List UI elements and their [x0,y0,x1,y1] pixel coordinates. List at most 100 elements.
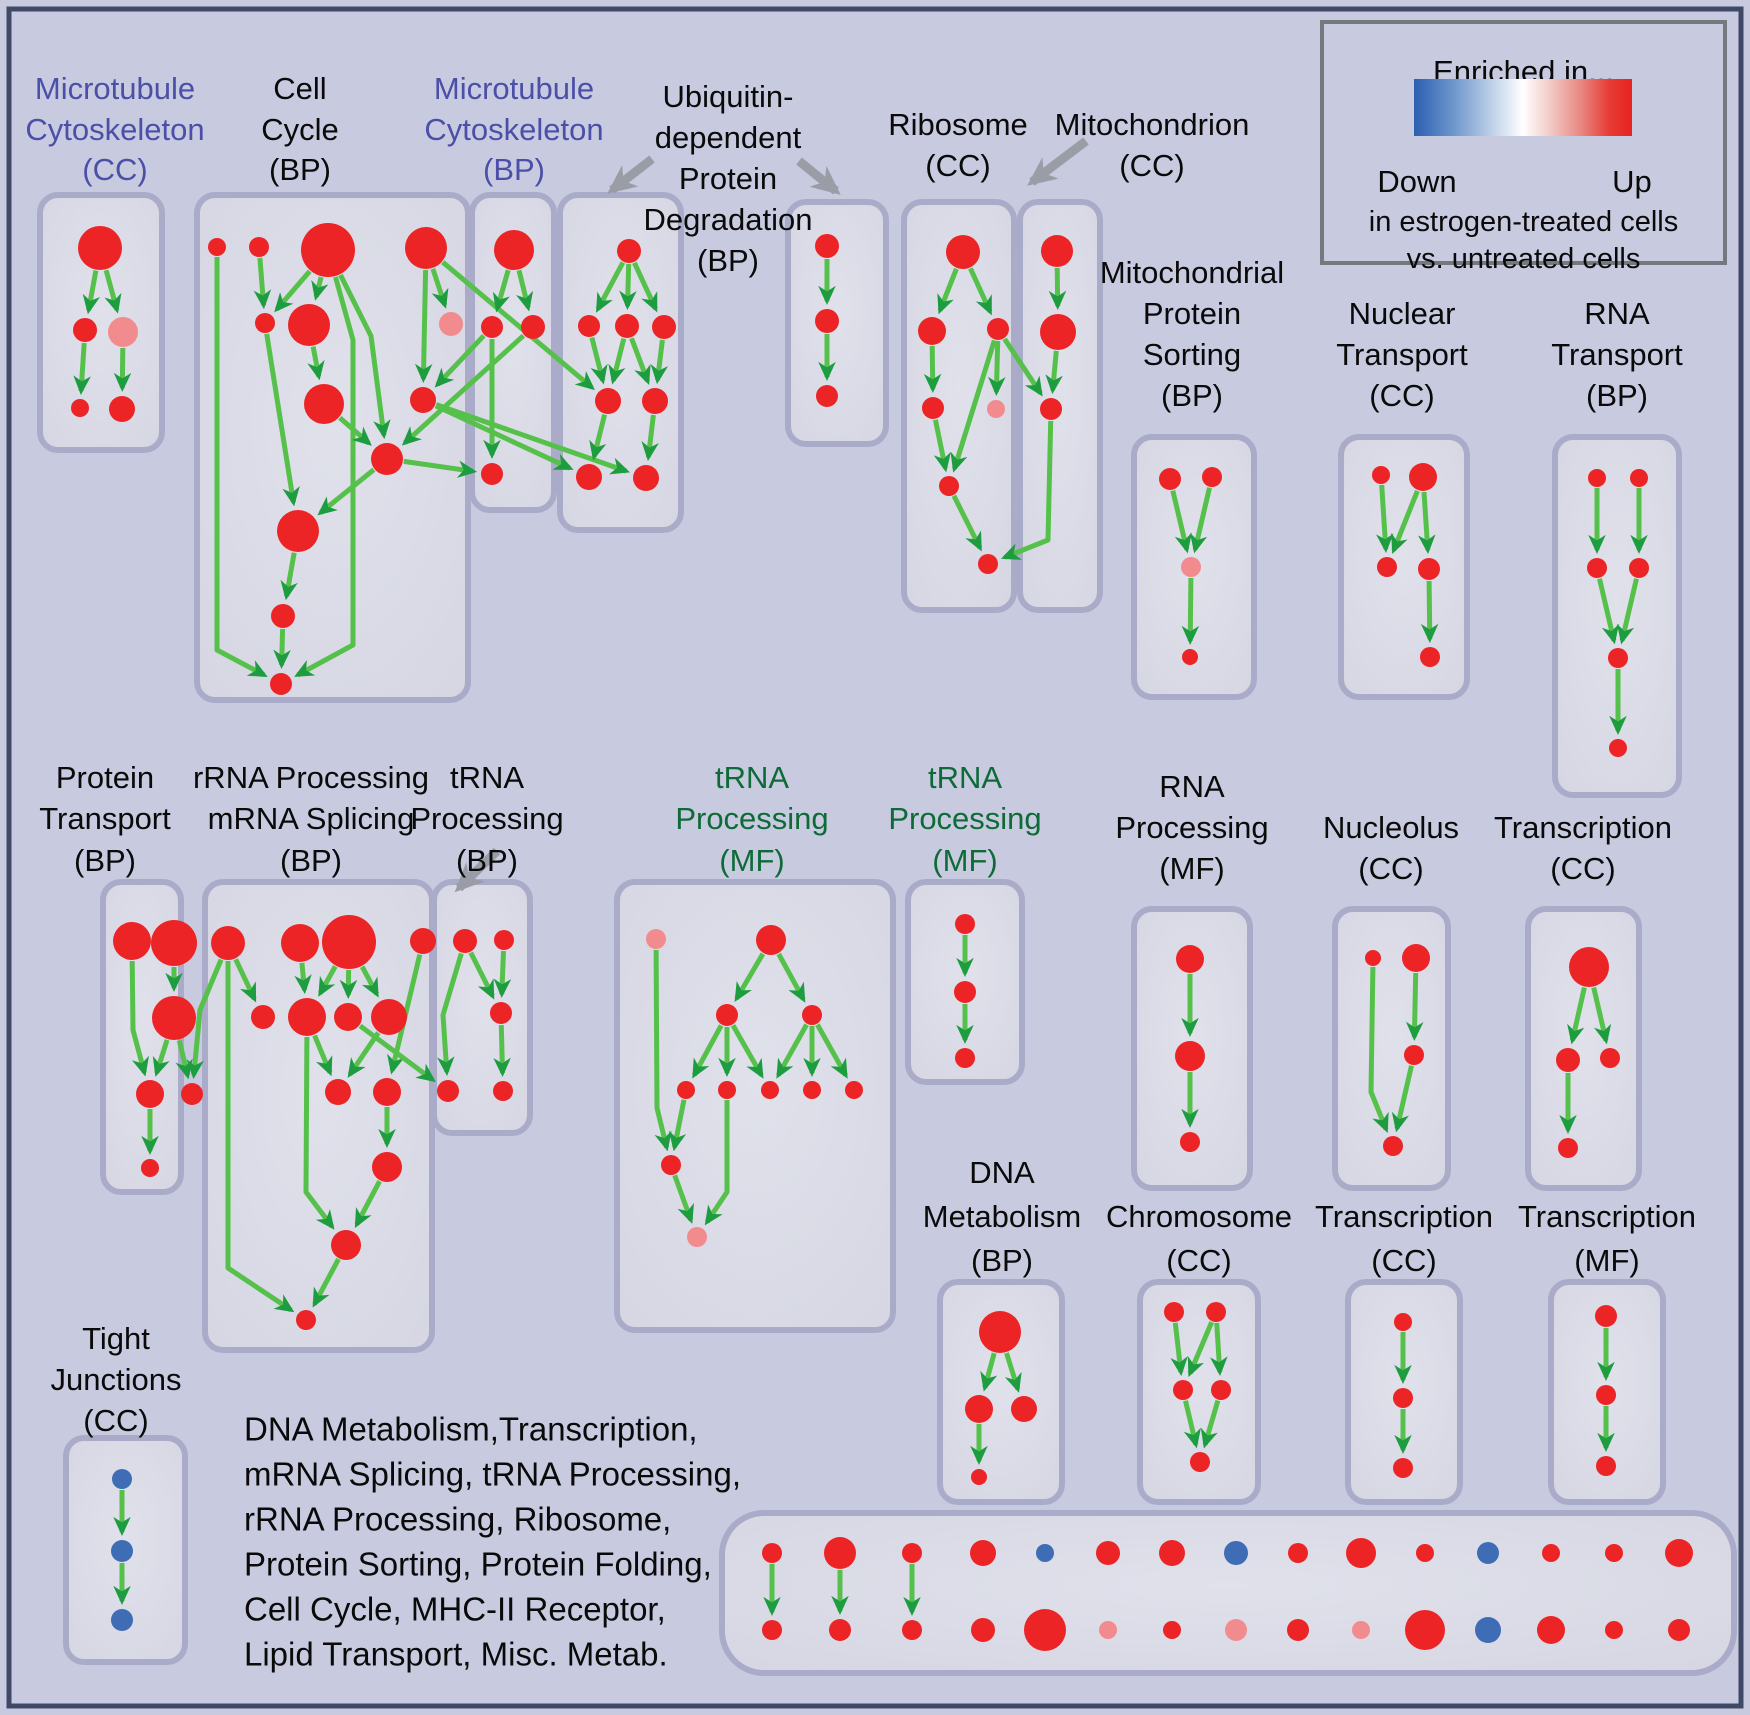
transcription-mf-node-z2 [1596,1385,1616,1405]
edge [73,342,91,395]
edge [312,1257,341,1308]
rrna-mrna-node-s11 [372,1152,402,1182]
cluster-label-microtubule-cytoskeleton-cc: Microtubule Cytoskeleton (CC) [25,71,204,187]
ribosome-node-r3 [987,318,1009,340]
cluster-box-microtubule-cytoskeleton-cc [37,192,165,453]
cluster-label-line: Ribosome [888,107,1028,142]
edge [704,1100,730,1226]
ribosome-node-r5 [987,400,1005,418]
cell-cycle-node-c6 [288,304,330,346]
cluster-label-line: Metabolism [923,1199,1082,1234]
cluster-label-line: (MF) [1159,851,1224,886]
cell-cycle-node-c10 [277,510,319,552]
cell-cycle-node-c1 [208,238,226,256]
cluster-label-line: tRNA [715,760,789,795]
cluster-label-line: dependent [655,120,802,155]
edge [923,345,942,393]
cluster-label-line: Nuclear [1349,296,1456,331]
cell-cycle-node-c8 [304,384,344,424]
protein-transport-node-q6 [141,1159,159,1177]
edge [1368,966,1389,1134]
edge [776,952,806,1003]
transcription-cc-lower-node-y1 [1394,1313,1412,1331]
cluster-label-trna-bp: tRNA Processing (BP) [410,760,563,878]
edge [1567,986,1587,1045]
cluster-label-line: Transcription [1494,810,1672,845]
edge [1181,577,1200,645]
legend-gradient-bar [1414,79,1632,136]
ubiquitin-1-node-u7 [576,464,602,490]
edge [403,458,478,478]
dna-metabolism-node-d1 [979,1311,1021,1353]
mixed-panel-node-t4 [970,1540,996,1566]
dna-metabolism-node-d2 [965,1395,993,1423]
microtubule-cytoskeleton-cc-node-c [108,317,138,347]
edge [274,269,312,313]
trna-mf-large-node-g8 [803,1081,821,1099]
edge [1170,490,1192,554]
ubiquitin-1-node-u5 [595,388,621,414]
edge [358,1023,436,1083]
nucleolus-node-l1 [1365,950,1381,966]
rrna-mrna-node-s7 [334,1003,362,1031]
cluster-label-line: tRNA [928,760,1002,795]
mixed-panel-node-t2 [824,1537,856,1569]
mixed-panel-node-t9 [1288,1543,1308,1563]
cluster-label-transcription-cc-lower: Transcription (CC) [1315,1199,1493,1278]
edge [641,414,659,462]
cluster-label-line: Transport [1551,337,1683,372]
rrna-mrna-node-s13 [296,1310,316,1330]
tight-junctions-node-j3 [111,1609,133,1631]
protein-transport-node-q3 [152,996,196,1040]
cluster-label-line: Mitochondrion [1055,107,1250,142]
cluster-label-line: RNA [1159,769,1225,804]
edge [492,269,511,313]
cluster-label-line: (BP) [1161,378,1223,413]
trna-bp-node-b5 [493,1081,513,1101]
cell-cycle-node-c9 [371,443,403,475]
cluster-label-line: Junctions [51,1362,182,1397]
trna-mf-small-node-h1 [955,914,975,934]
nuclear-transport-node-nt2 [1409,463,1437,491]
cluster-label-line: (CC) [1119,148,1184,183]
microtubule-cytoskeleton-cc-node-b [73,318,97,342]
cluster-label-line: Sorting [1143,337,1241,372]
cluster-label-line: (BP) [971,1243,1033,1278]
edge [951,494,983,552]
cluster-label-cell-cycle: Cell Cycle (BP) [261,71,339,187]
mixed-panel-node-t5 [1036,1544,1054,1562]
cluster-label-line: (BP) [269,152,331,187]
rna-processing-node-k2 [1175,1041,1205,1071]
edge [311,276,329,301]
rrna-mrna-node-s12 [331,1230,361,1260]
edge [312,1034,333,1077]
edge [264,333,300,507]
edge [1183,1400,1201,1449]
mixed-panel-node-b1 [762,1620,782,1640]
edge [730,1024,764,1079]
edge [430,268,449,309]
edge [734,952,766,1003]
mixed-panel-node-b12 [1475,1617,1501,1643]
edge [441,260,595,391]
edge [1187,1321,1215,1378]
mixed-panel-node-b11 [1405,1610,1445,1650]
rrna-mrna-node-s10 [373,1078,401,1106]
mixed-panel-node-b3 [902,1620,922,1640]
mixed-panel-node-t1 [762,1543,782,1563]
mixed-panel-node-b9 [1287,1619,1309,1641]
trna-mf-large-node-g10 [661,1155,681,1175]
rrna-mrna-node-s3 [322,915,376,969]
cluster-label-trna-mf-small: tRNA Processing (MF) [888,760,1041,878]
edge [1597,578,1620,645]
mixed-panel-node-b4 [971,1618,995,1642]
mixed-panel-node-b13 [1537,1616,1565,1644]
mixed-panel-node-b5 [1024,1609,1066,1651]
edge [1591,986,1612,1045]
cluster-label-line: (BP) [280,843,342,878]
mixed-panel-node-b14 [1605,1621,1623,1639]
trna-mf-large-node-g3 [716,1004,738,1026]
transcription-mf-node-z3 [1596,1456,1616,1476]
edge [152,1039,170,1077]
